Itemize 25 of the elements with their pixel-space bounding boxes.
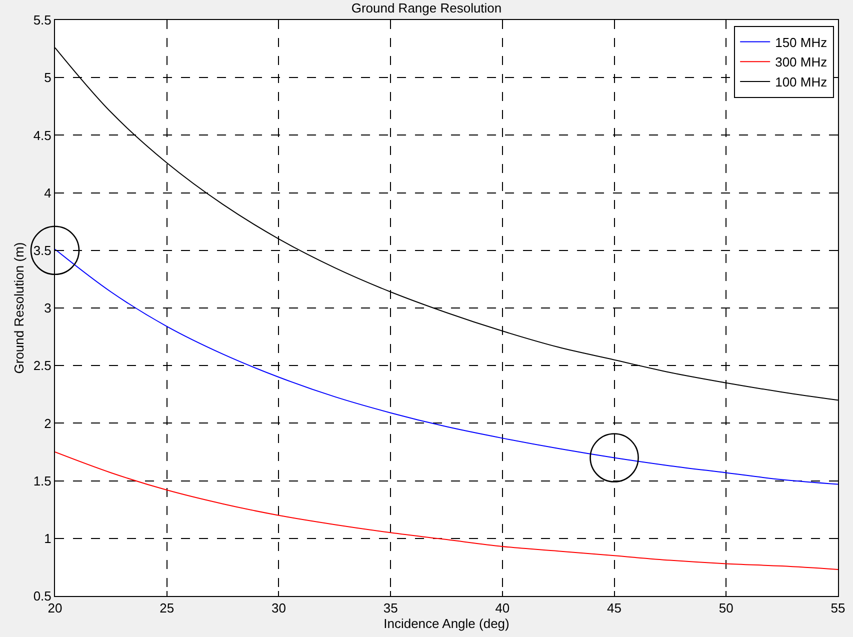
x-tick-label: 45 <box>607 600 622 616</box>
y-tick-label: 1.5 <box>33 473 52 488</box>
y-axis-title: Ground Resolution (m) <box>11 242 26 374</box>
y-tick-label: 3 <box>44 300 52 316</box>
legend-label: 100 MHz <box>775 74 828 90</box>
y-tick-label: 5.5 <box>33 12 52 28</box>
x-axis-title: Incidence Angle (deg) <box>384 616 510 632</box>
line-series <box>55 452 838 570</box>
x-tick-label: 30 <box>271 600 286 616</box>
y-tick-label: 5 <box>44 70 52 86</box>
legend-label: 300 MHz <box>775 54 828 70</box>
x-tick-label: 55 <box>830 600 846 616</box>
chart-title: Ground Range Resolution <box>351 0 502 16</box>
x-tick-label: 40 <box>495 600 510 616</box>
x-tick-label: 25 <box>160 600 174 616</box>
x-tick-label: 50 <box>718 600 734 616</box>
y-tick-label: 2 <box>44 416 52 431</box>
y-tick-label: 4.5 <box>33 128 52 143</box>
legend-label: 150 MHz <box>775 34 828 50</box>
x-tick-label: 35 <box>383 600 398 616</box>
line-series <box>55 248 838 485</box>
y-tick-label: 2.5 <box>33 358 52 374</box>
y-tick-label: 4 <box>44 185 52 200</box>
y-tick-label: 3.5 <box>33 242 52 258</box>
y-tick-label: 1 <box>44 530 52 546</box>
